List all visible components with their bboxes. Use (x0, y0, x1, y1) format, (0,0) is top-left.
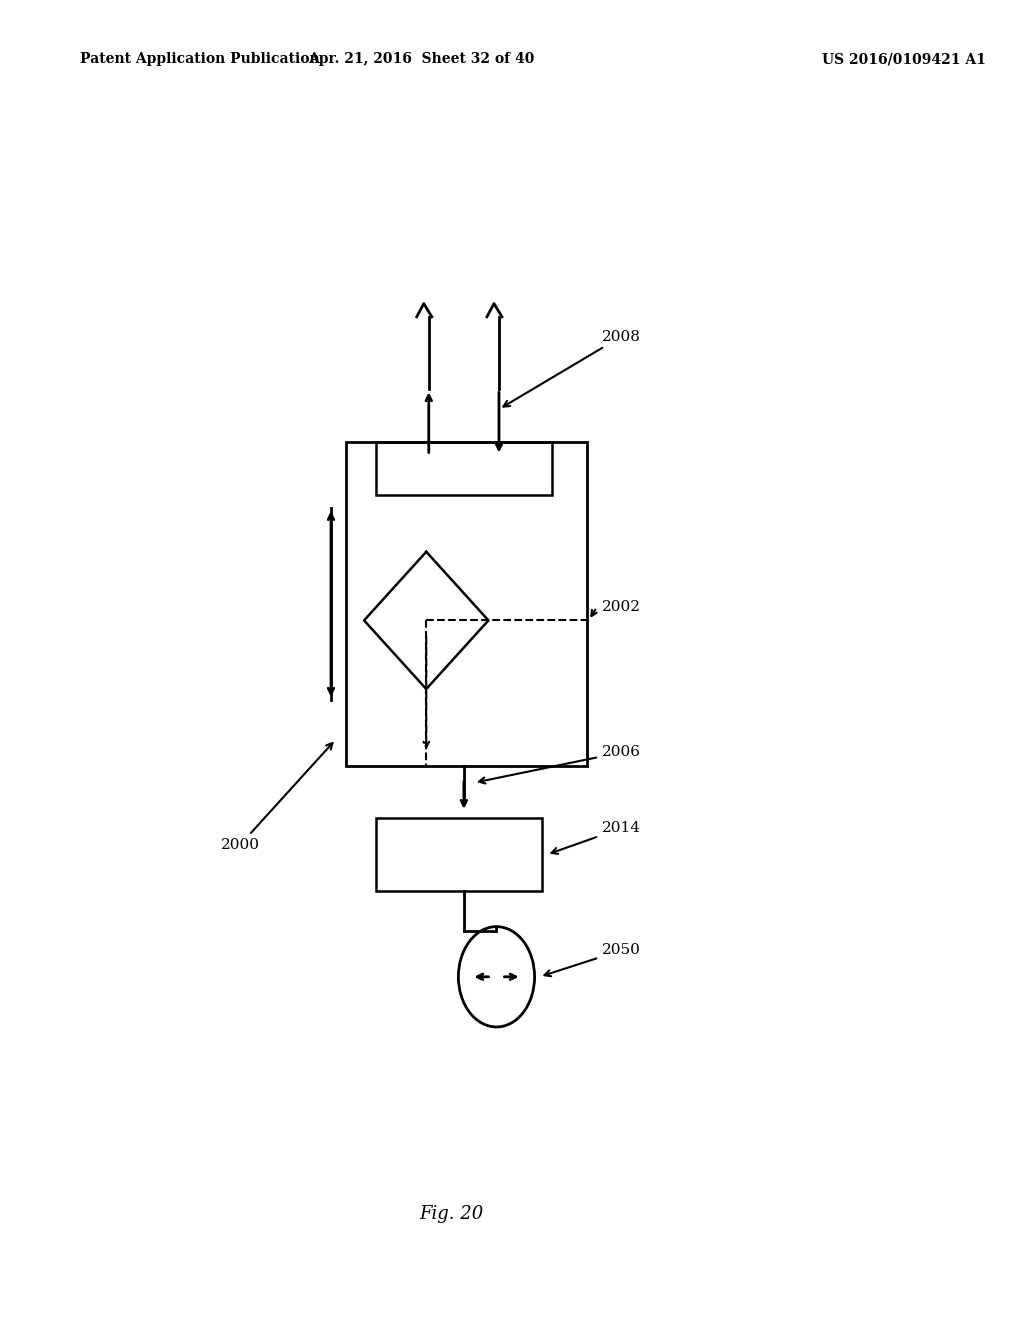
Text: 2008: 2008 (504, 330, 641, 407)
Text: 2000: 2000 (220, 743, 333, 851)
Bar (376, 818, 542, 891)
Text: US 2016/0109421 A1: US 2016/0109421 A1 (822, 53, 986, 66)
Text: Patent Application Publication: Patent Application Publication (80, 53, 319, 66)
Bar (346, 442, 587, 766)
Text: Fig. 20: Fig. 20 (419, 1205, 483, 1224)
Text: 2002: 2002 (602, 601, 641, 614)
Text: Apr. 21, 2016  Sheet 32 of 40: Apr. 21, 2016 Sheet 32 of 40 (308, 53, 535, 66)
Text: 2050: 2050 (545, 944, 641, 977)
Text: 2006: 2006 (479, 746, 641, 784)
Bar (376, 442, 552, 495)
Text: 2014: 2014 (552, 821, 641, 854)
